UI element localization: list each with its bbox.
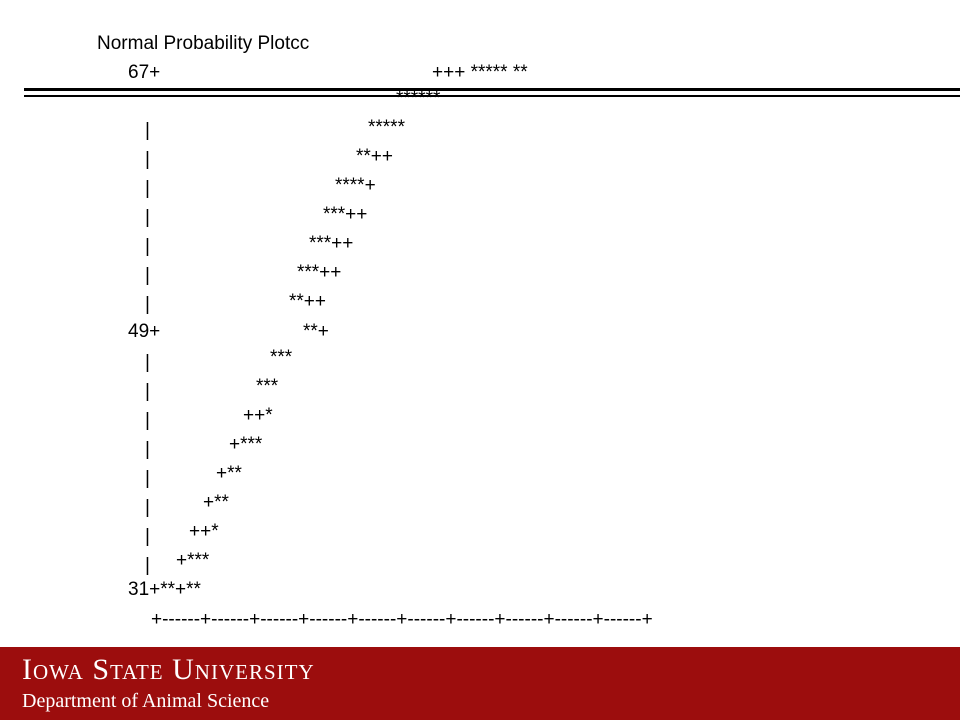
plot-row-17: ++* bbox=[189, 521, 219, 542]
y-axis-label-min: 31+**+** bbox=[128, 579, 201, 600]
axis-tick: | bbox=[145, 149, 150, 170]
x-axis-line: +------+------+------+------+------+----… bbox=[151, 609, 653, 630]
plot-row-7: ***++ bbox=[309, 233, 354, 254]
horizontal-rule-top bbox=[24, 88, 960, 91]
axis-tick: | bbox=[145, 294, 150, 315]
axis-tick: | bbox=[145, 352, 150, 373]
plot-row-1: +++ ***** ** bbox=[432, 62, 528, 83]
plot-row-12: *** bbox=[256, 376, 279, 397]
plot-row-8: ***++ bbox=[297, 262, 342, 283]
footer-banner bbox=[0, 647, 960, 720]
axis-tick: | bbox=[145, 120, 150, 141]
university-logo-text: Iowa State University bbox=[22, 653, 315, 686]
plot-row-18: +*** bbox=[176, 550, 210, 571]
plot-row-15: +** bbox=[216, 463, 242, 484]
plot-row-6: ***++ bbox=[323, 204, 368, 225]
axis-tick: | bbox=[145, 497, 150, 518]
axis-tick: | bbox=[145, 381, 150, 402]
plot-row-5: ****+ bbox=[335, 175, 376, 196]
axis-tick: | bbox=[145, 468, 150, 489]
y-axis-label-max: 67+ bbox=[128, 62, 161, 83]
plot-row-10: **+ bbox=[303, 321, 329, 342]
plot-row-3: ***** bbox=[368, 117, 405, 138]
horizontal-rule-bottom bbox=[24, 95, 960, 97]
axis-tick: | bbox=[145, 555, 150, 576]
axis-tick: | bbox=[145, 265, 150, 286]
axis-tick: | bbox=[145, 410, 150, 431]
plot-title: Normal Probability Plotcc bbox=[97, 33, 310, 54]
y-axis-label-mid: 49+ bbox=[128, 321, 161, 342]
plot-row-9: **++ bbox=[289, 291, 326, 312]
plot-row-13: ++* bbox=[243, 405, 273, 426]
axis-tick: | bbox=[145, 439, 150, 460]
axis-tick: | bbox=[145, 178, 150, 199]
department-name: Department of Animal Science bbox=[22, 690, 270, 712]
plot-row-2: ****** bbox=[396, 88, 441, 109]
axis-tick: | bbox=[145, 236, 150, 257]
plot-row-14: +*** bbox=[229, 434, 263, 455]
axis-tick: | bbox=[145, 207, 150, 228]
plot-row-11: *** bbox=[270, 347, 293, 368]
plot-row-4: **++ bbox=[356, 146, 393, 167]
plot-row-16: +** bbox=[203, 492, 229, 513]
axis-tick: | bbox=[145, 526, 150, 547]
